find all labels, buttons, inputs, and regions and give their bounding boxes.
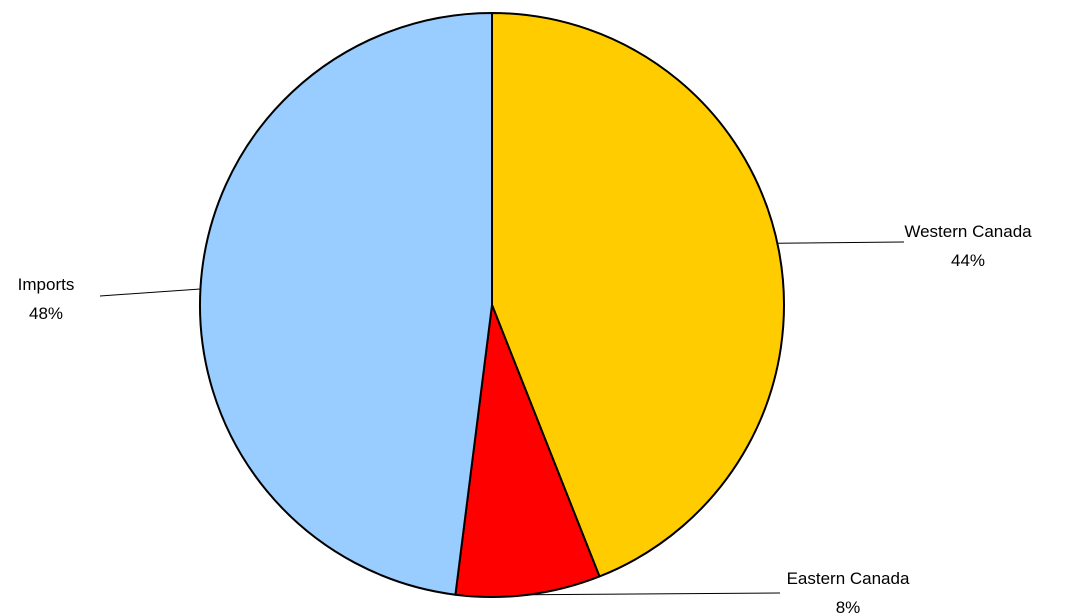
labels-layer: Western Canada 44% Eastern Canada 8% Imports… [18,222,1033,616]
slices-layer [199,12,785,598]
slice-label-eastern-canada: Eastern Canada [787,569,910,588]
leader-line-eastern-canada [528,592,781,596]
slice-percent-eastern-canada: 8% [836,598,861,616]
slice-percent-western-canada: 44% [951,251,985,270]
pie-slice-imports [199,12,493,596]
slice-label-western-canada: Western Canada [904,222,1032,241]
pie-slice-western-canada [491,12,785,578]
leader-line-imports [99,288,201,297]
pie-slice-eastern-canada [454,304,601,598]
leader-line-western-canada [777,241,905,244]
slice-label-imports: Imports [18,275,75,294]
slice-percent-imports: 48% [29,304,63,323]
leader-lines-layer [99,241,905,596]
